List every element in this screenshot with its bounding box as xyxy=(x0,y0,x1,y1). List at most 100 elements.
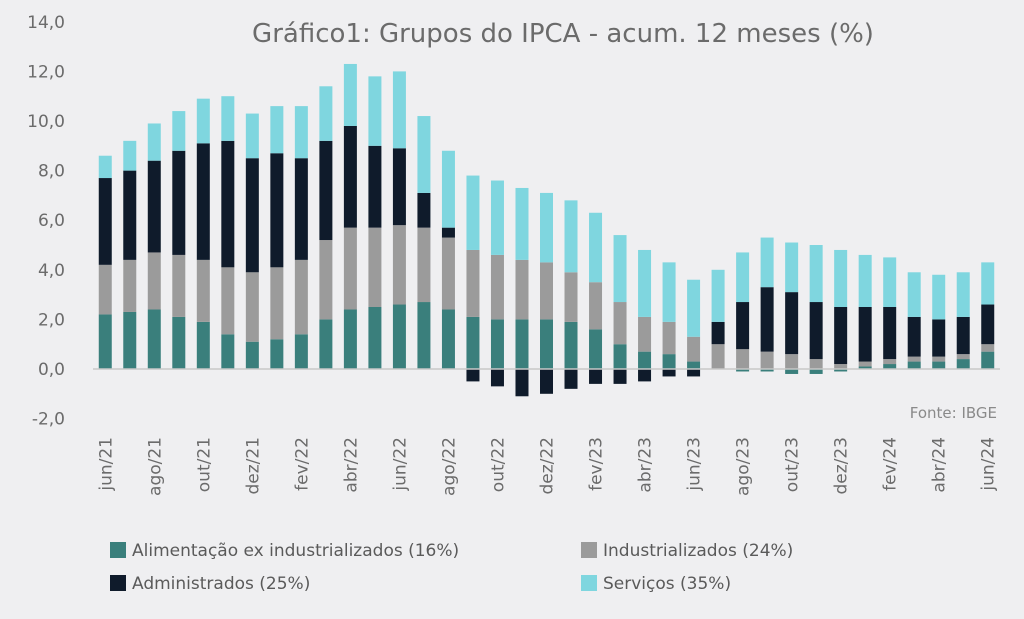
x-tick-label: ago/22 xyxy=(439,437,459,496)
bar-segment xyxy=(809,245,823,303)
bar-segment xyxy=(147,160,161,253)
bar-segment xyxy=(196,259,210,322)
bar-segment xyxy=(907,316,921,357)
bar-segment xyxy=(417,192,431,228)
x-tick-label: dez/21 xyxy=(243,437,263,495)
x-tick-label: jun/23 xyxy=(685,437,705,492)
bar-segment xyxy=(834,369,848,372)
x-tick-label: ago/23 xyxy=(734,437,754,496)
bar-segment xyxy=(294,259,308,335)
bar-segment xyxy=(907,356,921,362)
bar-segment xyxy=(858,307,872,362)
bar-segment xyxy=(417,227,431,303)
bar-segment xyxy=(368,307,382,369)
bar-segment xyxy=(883,359,897,365)
bar-segment xyxy=(687,369,701,377)
bar-segment xyxy=(711,269,725,322)
bar-segment xyxy=(883,257,897,307)
y-axis: 14,0 12,0 10,0 8,0 6,0 4,0 2,0 0,0 -2,0 xyxy=(27,13,65,430)
bar-segment xyxy=(932,361,946,369)
bar-segment xyxy=(417,302,431,369)
bar-segment xyxy=(123,170,137,260)
bar-segment xyxy=(662,321,676,355)
bar-segment xyxy=(858,361,872,367)
bar-segment xyxy=(441,150,455,228)
bar-segment xyxy=(270,267,284,340)
bar-segment xyxy=(441,309,455,369)
bar-segment xyxy=(515,319,529,369)
bar-segment xyxy=(221,96,235,141)
y-tick-label: 2,0 xyxy=(38,310,65,330)
legend-label: Administrados (25%) xyxy=(132,574,310,594)
x-tick-label: out/23 xyxy=(783,437,803,492)
bar-segment xyxy=(564,272,578,322)
legend-swatch xyxy=(110,542,126,558)
bar-segment xyxy=(589,212,603,283)
bar-segment xyxy=(932,274,946,320)
bar-segment xyxy=(221,267,235,335)
bar-segment xyxy=(441,227,455,238)
x-tick-label: out/21 xyxy=(194,437,214,492)
bar-segment xyxy=(515,187,529,260)
legend-label: Serviços (35%) xyxy=(603,574,731,594)
y-tick-label: 4,0 xyxy=(38,261,65,281)
bar-segment xyxy=(540,319,553,369)
bar-segment xyxy=(785,292,799,355)
bar-segment xyxy=(490,319,504,369)
x-tick-label: jun/21 xyxy=(96,437,116,492)
bar-segment xyxy=(466,369,480,382)
bar-segment xyxy=(564,200,578,273)
bar-segment xyxy=(540,369,553,394)
bar-segment xyxy=(956,359,970,369)
bar-segment xyxy=(147,309,161,369)
bar-segment xyxy=(736,302,750,350)
bar-segment xyxy=(392,225,406,305)
bar-segment xyxy=(589,329,603,369)
bar-segment xyxy=(785,369,799,374)
bar-segment xyxy=(392,71,406,149)
legend: Alimentação ex industrializados (16%) Ind… xyxy=(110,541,793,594)
bar-segment xyxy=(711,321,725,345)
bar-segment xyxy=(515,369,529,397)
bar-segment xyxy=(907,272,921,317)
bar-segment xyxy=(613,344,627,369)
bar-segment xyxy=(540,192,553,263)
bars xyxy=(98,63,995,397)
bar-segment xyxy=(564,369,578,389)
bar-segment xyxy=(638,316,652,352)
bar-segment xyxy=(834,364,848,369)
bar-segment xyxy=(662,262,676,322)
x-tick-label: abr/22 xyxy=(341,437,361,493)
bar-segment xyxy=(270,106,284,154)
bar-segment xyxy=(662,354,676,369)
bar-segment xyxy=(466,316,480,369)
bar-segment xyxy=(417,116,431,193)
bar-segment xyxy=(932,356,946,362)
x-tick-label: abr/23 xyxy=(636,437,656,493)
bar-segment xyxy=(245,158,259,273)
bar-segment xyxy=(981,304,995,345)
bar-segment xyxy=(319,240,333,320)
bar-segment xyxy=(172,316,186,369)
bar-segment xyxy=(123,140,137,171)
x-tick-label: fev/23 xyxy=(587,437,607,491)
bar-segment xyxy=(490,369,504,387)
bar-segment xyxy=(809,369,823,374)
bar-segment xyxy=(785,354,799,369)
bar-segment xyxy=(245,272,259,342)
bar-segment xyxy=(760,287,774,352)
bar-segment xyxy=(172,150,186,255)
bar-segment xyxy=(956,316,970,355)
y-tick-label: 0,0 xyxy=(38,360,65,380)
bar-segment xyxy=(981,351,995,369)
bar-segment xyxy=(343,309,357,369)
bar-segment xyxy=(736,369,750,372)
bar-segment xyxy=(834,307,848,365)
x-tick-label: fev/22 xyxy=(292,437,312,491)
bar-segment xyxy=(123,259,137,312)
bar-segment xyxy=(98,314,112,369)
legend-swatch xyxy=(581,575,597,591)
legend-label: Alimentação ex industrializados (16%) xyxy=(132,541,459,561)
bar-segment xyxy=(172,111,186,151)
bar-segment xyxy=(834,249,848,307)
